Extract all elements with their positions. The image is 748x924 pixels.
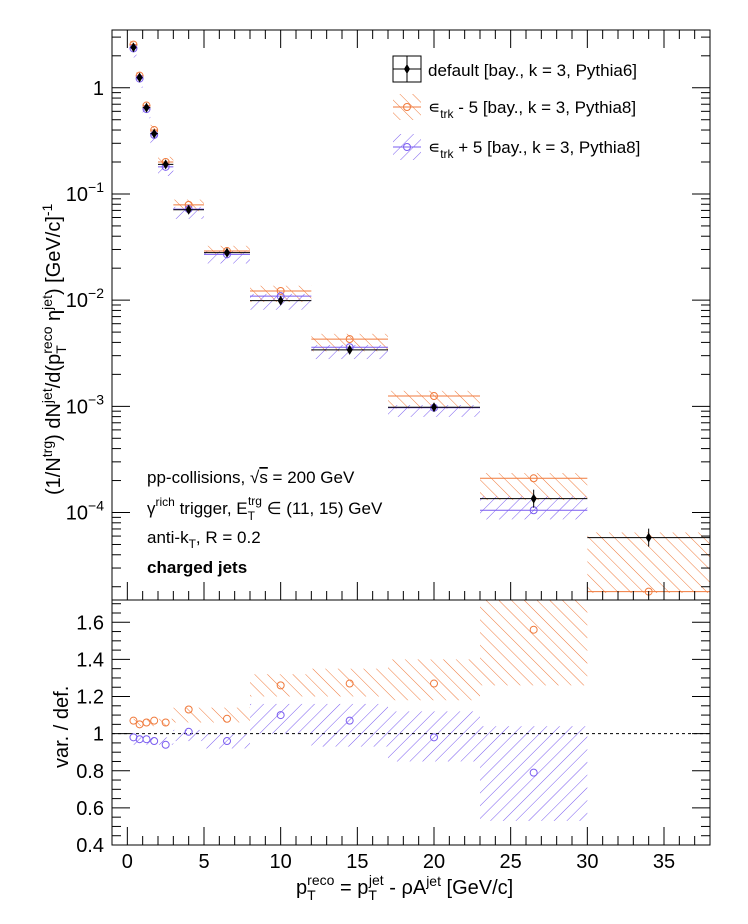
ratio-series-2-point (430, 733, 438, 742)
default-point (277, 295, 284, 306)
default-point (645, 532, 652, 543)
ratio-series-2-point (150, 737, 159, 746)
ratio-series-1-point (345, 679, 354, 688)
annotation-collisions: pp-collisions, √s = 200 GeV (147, 468, 355, 487)
ratio-series-2-point (142, 735, 151, 744)
default-point (151, 128, 158, 139)
ratio-y-tick-label: 1.6 (76, 612, 104, 634)
x-axis-label: pTreco = pTjet - ρAjet [GeV/c] (296, 872, 513, 903)
top-x-ticks (111, 30, 711, 600)
default-point (224, 247, 230, 258)
ratio-band-plus-4 (311, 703, 388, 747)
ratio-x-ticks: 0 5 10 15 20 25 30 35 (111, 827, 711, 873)
ratio-y-tick-label: 0.6 (76, 798, 104, 820)
ratio-series-2-point (184, 727, 193, 736)
series-1-point (345, 335, 354, 344)
ratio-series-1-point (430, 679, 438, 688)
ratio-band-minus-3 (250, 674, 312, 697)
top-y-ticks: 10−4 10−3 10−2 10−1 1 (66, 36, 710, 588)
series-1-point (430, 392, 438, 401)
legend-entry-minus: ∊trk - 5 [bay., k = 3, Pythia8] (393, 94, 636, 121)
ratio-series-1-point (184, 705, 193, 714)
ratio-y-tick-label: 1.2 (76, 687, 104, 709)
default-point (346, 344, 353, 355)
x-tick-label: 0 (122, 851, 133, 873)
legend-label-default: default [bay., k = 3, Pythia6] (428, 61, 637, 80)
legend-label-minus: ∊trk - 5 [bay., k = 3, Pythia8] (428, 98, 636, 121)
ratio-series-2-point (161, 740, 170, 749)
band-plus-10 (480, 496, 588, 520)
ratio-series-1-point (142, 718, 151, 727)
ratio-plot-frame (111, 599, 711, 846)
default-point (162, 159, 169, 170)
ratio-series-2-point (345, 716, 354, 725)
ratio-series-2-point (529, 768, 538, 777)
x-tick-label: 5 (198, 851, 209, 873)
y-tick-label: 10−4 (66, 498, 104, 525)
ratio-data-marks (129, 625, 538, 777)
default-point (431, 402, 437, 413)
series-1-point (276, 286, 285, 295)
x-tick-label: 15 (346, 851, 368, 873)
default-point (130, 42, 137, 53)
ratio-band-plus-2 (204, 733, 250, 749)
ratio-y-axis-label: var. / def. (51, 686, 73, 768)
y-tick-label: 10−2 (66, 285, 104, 312)
x-tick-label: 20 (423, 851, 445, 873)
ratio-series-1-point (276, 681, 285, 690)
ratio-y-ticks: 0.4 0.6 0.8 1 1.2 1.4 1.6 (76, 603, 710, 857)
legend-entry-default: default [bay., k = 3, Pythia6] (392, 55, 637, 83)
ratio-y-tick-label: 0.8 (76, 761, 104, 783)
ratio-series-1-point (529, 625, 538, 634)
legend: default [bay., k = 3, Pythia6] ∊trk - 5 … (392, 55, 640, 161)
top-data-marks (129, 40, 710, 596)
annotation-algorithm: anti-kT, R = 0.2 (147, 528, 261, 551)
ratio-band-plus-0 (130, 737, 174, 745)
series-1-point (529, 474, 538, 483)
ratio-series-2-point (276, 711, 285, 720)
ratio-band-plus-6 (480, 726, 588, 821)
ratio-series-1-point (161, 718, 170, 727)
ratio-band-minus-1 (173, 707, 204, 723)
ratio-band-minus-0 (130, 718, 174, 727)
ratio-band-minus-4 (311, 668, 388, 697)
annotation-jets: charged jets (147, 558, 247, 577)
ratio-y-tick-label: 0.4 (76, 835, 104, 857)
top-y-axis-label: (1/Ntrg) dNjet/d(pTreco ηjet) [GeV/c]-1 (39, 203, 69, 495)
ratio-series-2-point (223, 737, 231, 746)
x-tick-label: 10 (270, 851, 292, 873)
x-tick-label: 25 (500, 851, 522, 873)
ratio-systematic-bands (130, 600, 588, 821)
y-tick-label: 10−1 (66, 179, 104, 206)
y-tick-label: 10−3 (66, 391, 104, 418)
ratio-band-plus-5 (388, 711, 480, 762)
annotation-trigger: γrich trigger, ETtrg ∈ (11, 15) GeV (147, 494, 383, 523)
annotations: pp-collisions, √s = 200 GeV γrich trigge… (147, 468, 383, 577)
ratio-series-1-point (150, 716, 159, 725)
legend-label-plus: ∊trk + 5 [bay., k = 3, Pythia8] (428, 138, 640, 161)
default-point (185, 204, 192, 215)
default-point (530, 493, 537, 504)
ratio-band-minus-6 (480, 600, 588, 686)
x-tick-label: 35 (653, 851, 675, 873)
ratio-y-tick-label: 1 (93, 724, 104, 746)
ratio-panel: 0.4 0.6 0.8 1 1.2 1.4 1.6 0 5 10 15 20 25 30 35 var. … (51, 599, 711, 903)
ratio-series-1-point (223, 714, 231, 723)
ratio-series-1-point (129, 716, 138, 725)
top-panel: 10−4 10−3 10−2 10−1 1 (1/Ntrg) dNjet/d(pTrec… (39, 29, 711, 601)
y-tick-label: 1 (93, 78, 104, 100)
x-tick-label: 30 (576, 851, 598, 873)
ratio-y-tick-label: 1.4 (76, 649, 104, 671)
legend-entry-plus: ∊trk + 5 [bay., k = 3, Pythia8] (393, 134, 640, 161)
default-point (143, 102, 150, 113)
default-point (136, 72, 143, 83)
